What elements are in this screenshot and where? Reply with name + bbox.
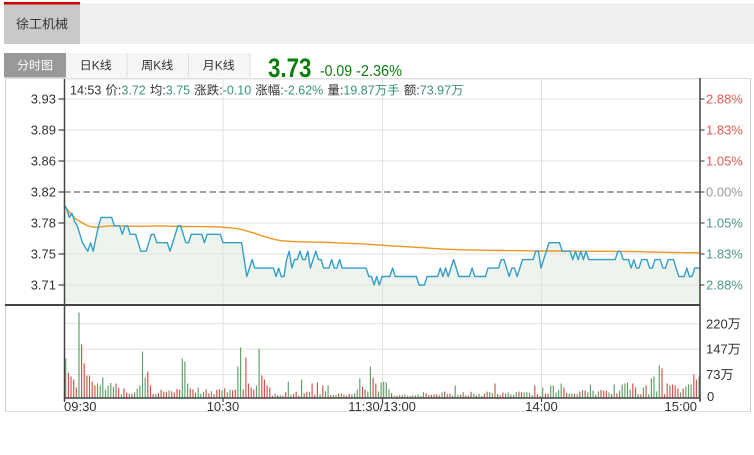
svg-text:K: K [215,59,223,73]
svg-text:1.05%: 1.05% [706,154,743,169]
svg-text:19.87: 19.87 [343,84,374,98]
svg-text:1.83%: 1.83% [706,123,743,138]
svg-text::: : [280,84,283,98]
svg-text:220: 220 [706,316,728,331]
svg-text::: : [162,84,165,98]
svg-text:73.97: 73.97 [420,84,451,98]
svg-text:3.86: 3.86 [31,154,56,169]
svg-text:3.82: 3.82 [31,185,56,200]
svg-text:3.75: 3.75 [31,247,56,262]
svg-text:2.88%: 2.88% [706,278,743,293]
svg-text:3.72: 3.72 [121,84,145,98]
svg-text:3.93: 3.93 [31,92,56,107]
svg-text::: : [416,84,419,98]
svg-text::: : [340,84,343,98]
svg-text:3.71: 3.71 [31,278,56,293]
svg-text:10:30: 10:30 [207,399,240,414]
svg-text:-0.09: -0.09 [320,63,352,80]
svg-text:K: K [153,59,161,73]
svg-text::: : [219,84,222,98]
svg-text:-2.62%: -2.62% [284,84,324,98]
svg-text:15:00: 15:00 [665,399,698,414]
svg-text:14:53: 14:53 [70,84,101,98]
svg-text:11:30/13:00: 11:30/13:00 [348,399,416,414]
svg-text:0: 0 [707,389,714,404]
svg-text::: : [118,84,121,98]
svg-text:73: 73 [706,367,720,382]
svg-text:147: 147 [706,342,728,357]
svg-text:3.89: 3.89 [31,123,56,138]
svg-text:2.88%: 2.88% [706,92,743,107]
svg-text:3.75: 3.75 [166,84,190,98]
svg-text:1.05%: 1.05% [706,216,743,231]
svg-text:14:00: 14:00 [525,399,558,414]
svg-text:-2.36%: -2.36% [356,63,402,80]
svg-text:09:30: 09:30 [64,399,97,414]
svg-text:K: K [92,59,100,73]
svg-text:3.78: 3.78 [31,216,56,231]
svg-text:1.83%: 1.83% [706,247,743,262]
svg-text:-0.10: -0.10 [223,84,252,98]
svg-text:0.00%: 0.00% [706,185,743,200]
